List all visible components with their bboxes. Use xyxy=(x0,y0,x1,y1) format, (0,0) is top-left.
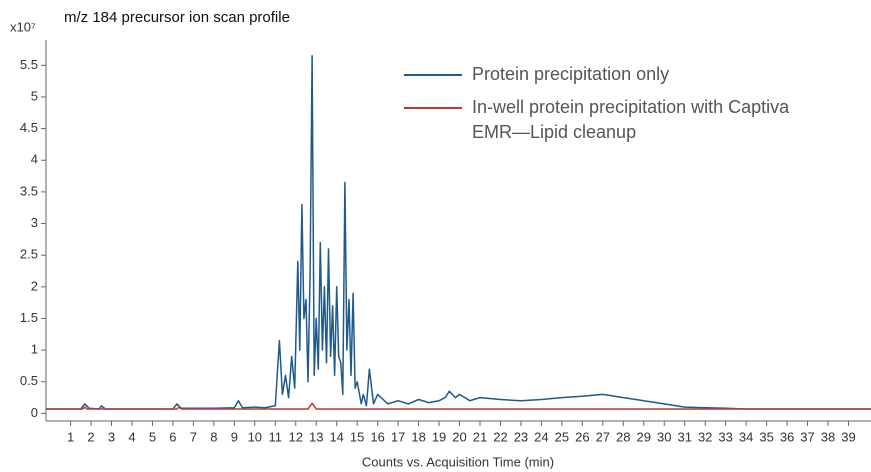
y-tick-label: 2 xyxy=(31,278,38,293)
y-tick-label: 4 xyxy=(31,152,38,167)
x-tick-label: 9 xyxy=(231,429,238,444)
x-tick-label: 28 xyxy=(616,429,630,444)
x-tick-label: 5 xyxy=(149,429,156,444)
series-line xyxy=(46,55,871,410)
x-tick-label: 2 xyxy=(87,429,94,444)
legend-item: Protein precipitation only xyxy=(404,62,804,87)
x-tick-label: 21 xyxy=(473,429,487,444)
x-tick-label: 24 xyxy=(534,429,548,444)
x-axis-label: Counts vs. Acquisition Time (min) xyxy=(362,454,554,469)
legend-label: In-well protein precipitation with Capti… xyxy=(472,97,790,142)
x-tick-label: 15 xyxy=(350,429,364,444)
series-line xyxy=(46,402,871,410)
x-tick-label: 3 xyxy=(108,429,115,444)
legend-swatch xyxy=(404,107,462,109)
y-tick-label: 0.5 xyxy=(20,373,38,388)
x-tick-label: 27 xyxy=(596,429,610,444)
x-tick-label: 18 xyxy=(411,429,425,444)
x-tick-label: 12 xyxy=(289,429,303,444)
chart-title: m/z 184 precursor ion scan profile xyxy=(64,9,290,26)
y-multiplier: x10⁷ xyxy=(10,19,36,34)
x-tick-label: 26 xyxy=(575,429,589,444)
x-tick-label: 29 xyxy=(637,429,651,444)
x-tick-label: 6 xyxy=(169,429,176,444)
x-tick-label: 30 xyxy=(657,429,671,444)
x-tick-label: 33 xyxy=(718,429,732,444)
x-tick-label: 7 xyxy=(190,429,197,444)
x-tick-label: 16 xyxy=(370,429,384,444)
x-tick-label: 36 xyxy=(780,429,794,444)
x-tick-label: 19 xyxy=(432,429,446,444)
x-tick-label: 32 xyxy=(698,429,712,444)
x-tick-label: 13 xyxy=(309,429,323,444)
x-tick-label: 10 xyxy=(248,429,262,444)
x-tick-label: 22 xyxy=(493,429,507,444)
x-tick-label: 17 xyxy=(391,429,405,444)
x-tick-label: 37 xyxy=(800,429,814,444)
x-tick-label: 14 xyxy=(329,429,343,444)
y-tick-label: 3.5 xyxy=(20,183,38,198)
x-tick-label: 1 xyxy=(67,429,74,444)
legend-item: In-well protein precipitation with Capti… xyxy=(404,95,804,145)
y-tick-label: 1.5 xyxy=(20,310,38,325)
y-tick-label: 5 xyxy=(31,88,38,103)
legend: Protein precipitation only In-well protei… xyxy=(404,62,804,153)
y-tick-label: 4.5 xyxy=(20,120,38,135)
x-tick-label: 34 xyxy=(739,429,753,444)
y-tick-label: 5.5 xyxy=(20,57,38,72)
x-tick-label: 39 xyxy=(841,429,855,444)
x-tick-label: 20 xyxy=(452,429,466,444)
x-tick-label: 23 xyxy=(514,429,528,444)
legend-swatch xyxy=(404,74,462,76)
x-tick-label: 11 xyxy=(269,429,283,444)
x-tick-label: 35 xyxy=(759,429,773,444)
x-tick-label: 38 xyxy=(821,429,835,444)
y-tick-label: 0 xyxy=(31,405,38,420)
x-tick-label: 25 xyxy=(555,429,569,444)
y-tick-label: 2.5 xyxy=(20,247,38,262)
legend-label: Protein precipitation only xyxy=(472,64,670,84)
y-tick-label: 1 xyxy=(31,342,38,357)
y-tick-label: 3 xyxy=(31,215,38,230)
x-tick-label: 31 xyxy=(677,429,691,444)
x-tick-label: 4 xyxy=(128,429,135,444)
x-tick-label: 8 xyxy=(210,429,217,444)
